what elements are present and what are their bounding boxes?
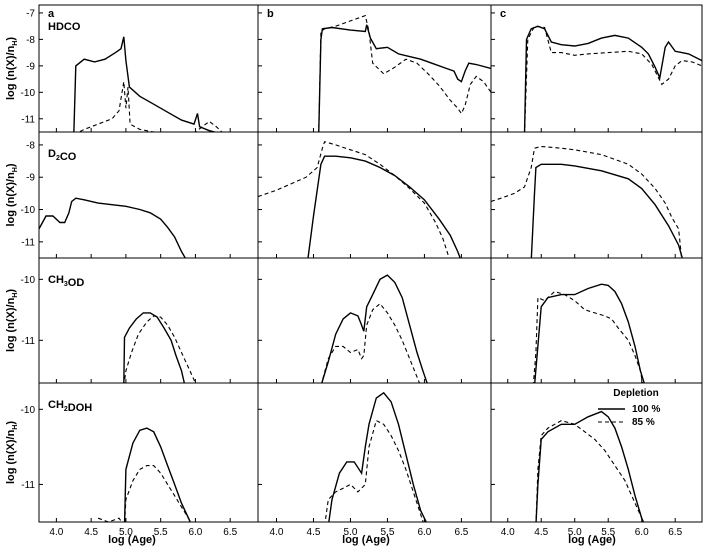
y-tick-label: -8 [26, 140, 35, 151]
series-d2co-b-solid [307, 155, 461, 258]
legend-label-solid: 100 % [632, 404, 660, 415]
y-tick-label: -9 [26, 61, 35, 72]
x-tick-label: 5.0 [119, 527, 133, 538]
x-tick-label: 6.5 [454, 527, 468, 538]
series-d2co-c-dashed [491, 145, 683, 258]
series-hdco-c-solid [523, 25, 702, 132]
species-label-ch3od: CH3OD [48, 274, 84, 289]
y-axis-label: log (n(X)/nH) [5, 37, 19, 100]
series-ch3od-c-solid [534, 283, 645, 383]
legend-title: Depletion [613, 388, 659, 399]
y-tick-label: -11 [21, 237, 35, 248]
series-ch2doh-c-dashed [535, 420, 645, 522]
y-tick-label: -10 [21, 405, 36, 416]
series-ch2doh-c-solid [535, 410, 645, 522]
x-tick-label: 4.5 [534, 527, 548, 538]
y-tick-label: -10 [21, 88, 36, 99]
x-tick-label: 4.0 [49, 527, 63, 538]
y-tick-label: -11 [21, 480, 35, 491]
y-axis-label: log (n(X)/nH) [5, 163, 19, 226]
y-axis-label: log (n(X)/nH) [5, 289, 19, 352]
x-axis-label-a: log (Age) [108, 534, 156, 546]
x-tick-label: 6.5 [223, 527, 237, 538]
x-tick-label: 6.5 [668, 527, 682, 538]
panel-frame-hdco-b [257, 4, 492, 133]
series-ch2doh-a-dashed [97, 465, 191, 522]
series-d2co-c-solid [530, 163, 684, 258]
series-hdco-a-solid [73, 36, 218, 132]
series-ch3od-a-solid [123, 312, 186, 383]
series-d2co-b-dashed [258, 141, 451, 258]
x-axis-label-c: log (Age) [568, 534, 616, 546]
x-tick-label: 5.5 [380, 527, 394, 538]
x-tick-label: 6.0 [417, 527, 431, 538]
panel-frame-hdco-c [490, 4, 703, 133]
y-tick-label: -9 [26, 173, 35, 184]
y-tick-label: -11 [21, 336, 35, 347]
panel-frame-ch3od-c [490, 257, 703, 384]
x-tick-label: 5.0 [568, 527, 582, 538]
y-tick-label: -8 [26, 35, 35, 46]
x-tick-label: 5.5 [154, 527, 168, 538]
species-label-ch2doh: CH2DOH [48, 399, 92, 414]
species-label-d2co: D2CO [48, 148, 77, 163]
panel-letter-b: b [267, 8, 274, 20]
x-axis-label-b: log (Age) [342, 534, 390, 546]
series-hdco-b-dashed [318, 14, 491, 132]
panel-letter-a: a [48, 8, 55, 20]
y-axis-label: log (n(X)/nH) [5, 421, 19, 484]
x-tick-label: 4.0 [501, 527, 515, 538]
series-ch2doh-b-dashed [324, 419, 424, 522]
x-tick-label: 6.0 [188, 527, 202, 538]
legend: Depletion 100 % 85 % [598, 388, 660, 428]
axis-labels: log (Age) log (Age) log (Age) [108, 534, 616, 546]
series-ch3od-a-dashed [123, 315, 197, 383]
y-tick-label: -11 [21, 114, 35, 125]
series-d2co-a-solid [39, 197, 187, 258]
x-tick-label: 6.0 [635, 527, 649, 538]
series-hdco-c-dashed [524, 25, 702, 132]
panel-frame-ch3od-b [257, 257, 492, 384]
x-tick-label: 5.0 [344, 527, 358, 538]
y-tick-label: -10 [21, 205, 36, 216]
series-ch3od-b-dashed [321, 302, 421, 383]
y-tick-label: -10 [21, 275, 36, 286]
series-ch2doh-a-solid [123, 427, 192, 522]
panel-frame-ch2doh-c [490, 382, 703, 523]
series-ch3od-b-solid [321, 274, 428, 383]
x-tick-label: 4.0 [270, 527, 284, 538]
panel-letter-c: c [500, 8, 506, 20]
x-tick-label: 5.5 [601, 527, 615, 538]
legend-label-dashed: 85 % [632, 417, 655, 428]
series-ch3od-c-dashed [532, 290, 644, 383]
panel-frame-d2co-b [257, 131, 492, 259]
y-tick-label: -7 [26, 8, 35, 19]
series-hdco-b-solid [318, 24, 491, 132]
x-tick-label: 4.5 [84, 527, 98, 538]
species-label-hdco: HDCO [48, 21, 81, 33]
x-tick-label: 4.5 [307, 527, 321, 538]
panel-frame-d2co-c [490, 131, 703, 259]
series-ch2doh-b-solid [328, 391, 428, 522]
series-hdco-a-dashed [77, 81, 223, 132]
